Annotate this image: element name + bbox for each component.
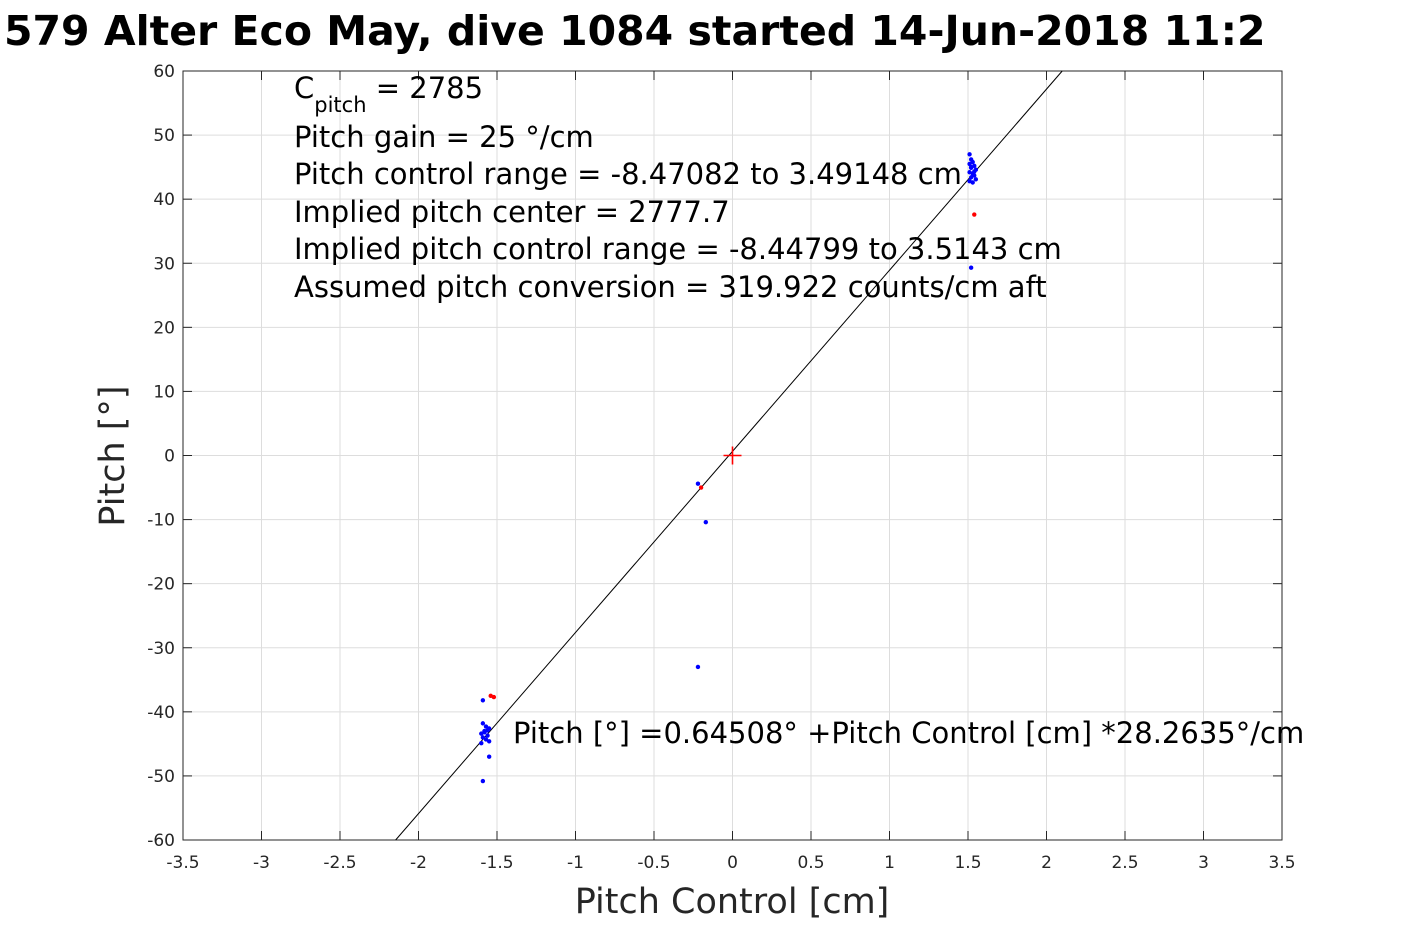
blue-data-point	[703, 519, 709, 525]
y-tick-label: 50	[153, 126, 175, 146]
annotation-implied-pitch-range: Implied pitch control range = -8.44799 t…	[294, 232, 1062, 266]
x-tick-label: -1.5	[480, 853, 513, 873]
red-data-point	[488, 693, 493, 699]
annotation-pitch-control-range: Pitch control range = -8.47082 to 3.4914…	[294, 157, 962, 191]
blue-data-point	[968, 175, 974, 180]
x-tick-label: 2	[1041, 853, 1052, 873]
blue-data-point	[480, 698, 486, 703]
blue-data-point	[480, 721, 486, 726]
x-tick-label: -2	[410, 853, 427, 873]
x-tick-label: 1.5	[954, 853, 981, 873]
y-tick-label: 0	[164, 447, 175, 467]
y-tick-label: -50	[147, 767, 175, 787]
red-data-point	[972, 212, 977, 217]
x-tick-label: -1	[567, 853, 584, 873]
chart-title: 579 Alter Eco May, dive 1084 started 14-…	[4, 7, 1266, 55]
y-tick-label: -10	[147, 511, 175, 531]
x-tick-label: -0.5	[637, 853, 670, 873]
y-tick-label: 40	[153, 190, 175, 210]
annotation-implied-pitch-center: Implied pitch center = 2777.7	[294, 195, 730, 229]
blue-data-point	[695, 664, 701, 670]
blue-data-point	[970, 180, 975, 185]
x-tick-label: 0.5	[797, 853, 824, 873]
blue-data-point	[968, 265, 974, 270]
y-tick-label: -20	[147, 575, 175, 595]
blue-data-point	[967, 152, 972, 157]
blue-data-point	[486, 754, 492, 759]
x-tick-label: 0	[727, 853, 738, 873]
fit-equation-label: Pitch [°] =0.64508° +Pitch Control [cm] …	[513, 716, 1304, 750]
x-tick-label: -3	[253, 853, 270, 873]
blue-data-point	[486, 739, 492, 744]
plot-frame	[182, 70, 1283, 841]
center-marker-group	[723, 446, 742, 465]
y-tick-label: 60	[153, 62, 175, 82]
x-tick-label: 3.5	[1268, 853, 1295, 873]
annotation-pitch-gain: Pitch gain = 25 °/cm	[294, 120, 594, 154]
blue-data-point	[973, 177, 979, 182]
y-axis-label: Pitch [°]	[93, 385, 133, 526]
blue-data-point	[479, 741, 484, 746]
y-tick-label: 30	[153, 254, 175, 274]
axes: -3.5 -3 -2.5 -2 -1.5 -1 -0.5 0 0.5 1 1.5 2 2.5 3 3.5 -6…	[147, 62, 1295, 873]
annotation-c-pitch-value: = 2785	[367, 71, 484, 105]
blue-data-point	[972, 169, 977, 174]
x-tick-label: -3.5	[166, 853, 199, 873]
blue-data-point	[695, 481, 701, 486]
annotation-c-pitch-sub: pitch	[314, 93, 366, 117]
data-points	[479, 152, 979, 784]
x-tick-label: 2.5	[1111, 853, 1138, 873]
blue-data-point	[485, 733, 490, 738]
red-data-point	[698, 485, 704, 490]
y-tick-label: -40	[147, 703, 175, 723]
annotation-assumed-conversion: Assumed pitch conversion = 319.922 count…	[294, 270, 1047, 304]
blue-data-point	[968, 164, 974, 170]
y-tick-label: 10	[153, 382, 175, 402]
y-tick-label: -60	[147, 831, 175, 851]
y-tick-label: -30	[147, 639, 175, 659]
x-tick-label: -2.5	[323, 853, 356, 873]
annotation-c-pitch-base: C	[294, 71, 314, 105]
annotation-c-pitch: Cpitch = 2785	[294, 71, 483, 117]
blue-data-point	[485, 728, 490, 733]
x-tick-label: 1	[884, 853, 895, 873]
y-tick-label: 20	[153, 318, 175, 338]
x-tick-label: 3	[1198, 853, 1209, 873]
blue-data-point	[480, 778, 486, 784]
x-axis-label: Pitch Control [cm]	[575, 882, 890, 922]
